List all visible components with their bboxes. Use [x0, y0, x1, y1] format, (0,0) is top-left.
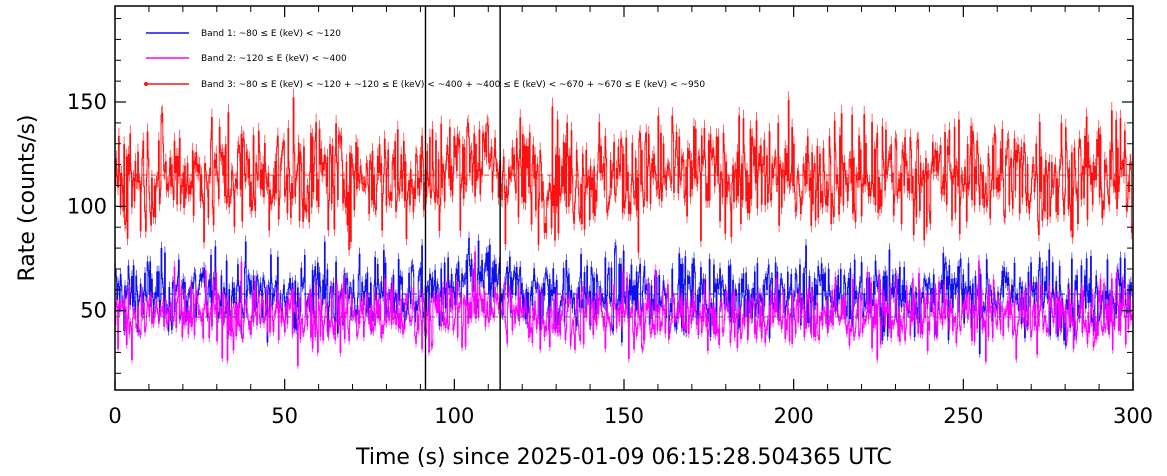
series-layer	[115, 88, 1133, 369]
x-axis-label: Time (s) since 2025-01-09 06:15:28.50436…	[355, 445, 892, 470]
legend-label-3: Band 3: ~80 ≤ E (keV) < ~120 + ~120 ≤ E …	[201, 80, 705, 90]
x-tick-label: 0	[108, 404, 121, 428]
y-axis-label: Rate (counts/s)	[15, 114, 40, 281]
legend: Band 1: ~80 ≤ E (keV) < ~120 Band 2: ~120…	[144, 29, 705, 90]
axis-ticks: 0 50 100 150 200 250 300 50 100 150	[67, 6, 1153, 428]
x-tick-label: 150	[604, 404, 644, 428]
series-3-line	[115, 97, 1133, 253]
x-tick-label: 100	[434, 404, 474, 428]
x-tick-label: 200	[774, 404, 814, 428]
legend-label-2: Band 2: ~120 ≤ E (keV) < ~400	[201, 54, 347, 64]
legend-label-1: Band 1: ~80 ≤ E (keV) < ~120	[201, 29, 341, 39]
y-tick-label: 100	[67, 194, 107, 218]
y-tick-label: 150	[67, 90, 107, 114]
x-tick-label: 50	[271, 404, 298, 428]
x-tick-label: 300	[1113, 404, 1153, 428]
series-3	[115, 88, 1133, 259]
y-tick-label: 50	[80, 299, 107, 323]
reference-lines	[424, 6, 501, 390]
legend-marker-3	[144, 82, 148, 86]
x-tick-label: 250	[943, 404, 983, 428]
